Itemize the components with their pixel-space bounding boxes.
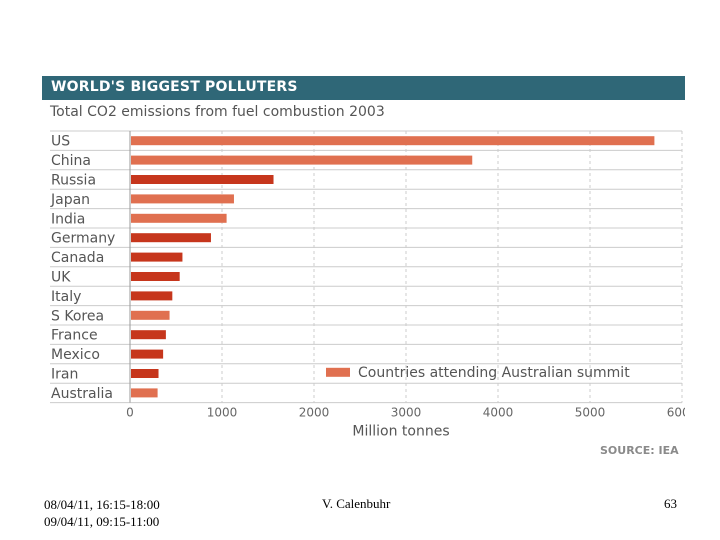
- chart-title: Total CO2 emissions from fuel combustion…: [50, 104, 385, 120]
- data-bar: [131, 310, 170, 320]
- footer-date-1: 08/04/11, 16:15-18:00: [44, 497, 160, 512]
- data-bar: [131, 272, 180, 281]
- data-bar: [131, 155, 473, 165]
- data-bar: [131, 369, 159, 378]
- category-label: Russia: [51, 173, 96, 189]
- category-label: Japan: [50, 192, 90, 208]
- data-bar: [131, 213, 227, 223]
- footer-dates: 08/04/11, 16:15-18:00 09/04/11, 09:15-11…: [44, 496, 160, 530]
- data-bar: [131, 330, 166, 340]
- category-label: France: [51, 328, 98, 344]
- footer-date-2: 09/04/11, 09:15-11:00: [44, 514, 160, 529]
- category-label: Canada: [51, 250, 104, 266]
- data-bar: [131, 136, 655, 146]
- data-bar: [131, 252, 183, 262]
- category-label: India: [51, 211, 85, 227]
- data-bar: [131, 388, 158, 398]
- legend-swatch: [326, 367, 350, 377]
- category-label: Australia: [51, 386, 113, 402]
- x-tick-label: 6000: [667, 406, 685, 420]
- category-label: US: [51, 134, 70, 150]
- category-label: Iran: [51, 367, 78, 383]
- chart-header: WORLD'S BIGGEST POLLUTERS: [51, 79, 298, 95]
- category-label: China: [51, 153, 91, 169]
- legend-label: Countries attending Australian summit: [358, 365, 630, 381]
- category-label: Mexico: [51, 347, 100, 363]
- bar-chart: US China Russia Japan India Germany Canada UK It…: [50, 130, 685, 440]
- x-tick-label: 1000: [207, 406, 238, 420]
- x-tick-label: 2000: [299, 406, 330, 420]
- x-tick-label: 4000: [483, 406, 514, 420]
- data-bar: [131, 233, 211, 243]
- page-number: 63: [664, 496, 677, 511]
- x-tick-label: 5000: [575, 406, 606, 420]
- data-bar: [131, 175, 274, 184]
- category-label: UK: [51, 270, 71, 286]
- footer-author: V. Calenbuhr: [322, 496, 391, 511]
- chart-header-banner: WORLD'S BIGGEST POLLUTERS: [42, 76, 685, 100]
- category-label: Germany: [51, 231, 115, 247]
- category-label: Italy: [51, 289, 81, 305]
- category-label: S Korea: [51, 308, 104, 324]
- x-tick-label: 3000: [391, 406, 422, 420]
- chart-panel: WORLD'S BIGGEST POLLUTERS Total CO2 emis…: [42, 76, 685, 464]
- data-bar: [131, 194, 234, 204]
- data-bar: [131, 349, 164, 359]
- source-note: SOURCE: IEA: [600, 444, 679, 457]
- data-bar: [131, 291, 173, 301]
- x-axis-label: Million tonnes: [352, 424, 449, 440]
- x-tick-label: 0: [126, 406, 134, 420]
